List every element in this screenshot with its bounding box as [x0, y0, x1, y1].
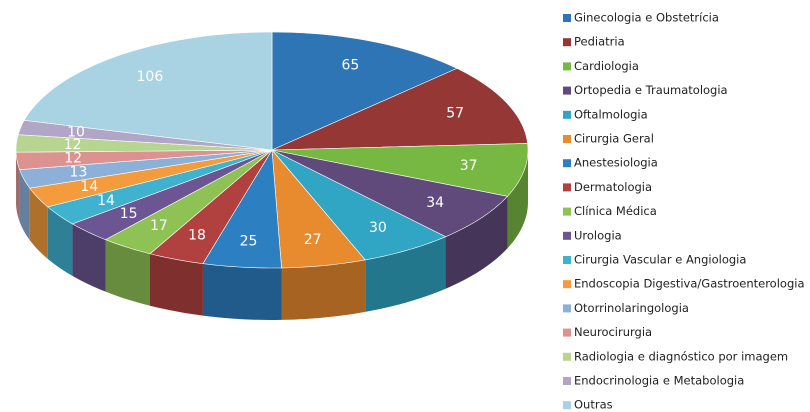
legend-swatch [563, 304, 571, 313]
legend-swatch [563, 231, 571, 240]
slice [149, 149, 273, 264]
legend-item: Dermatologia [563, 180, 652, 194]
legend-swatch [563, 14, 571, 22]
slice-side [365, 236, 446, 312]
slice [29, 149, 273, 208]
legend-item: Cirurgia Geral [563, 132, 654, 146]
legend-label: Urologia [574, 228, 622, 242]
legend-item: Urologia [563, 228, 622, 242]
legend-item: Neurocirurgia [563, 325, 652, 339]
legend-swatch [563, 256, 571, 264]
slice-side [19, 169, 30, 241]
legend-label: Cirurgia Vascular e Angiologia [574, 253, 746, 267]
data-label: 65 [342, 57, 360, 73]
legend-swatch [563, 328, 571, 337]
legend-label: Radiologia e diagnóstico por imagem [574, 349, 788, 363]
legend-swatch [563, 135, 571, 143]
legend-swatch [563, 183, 571, 192]
legend-item: Clínica Médica [563, 204, 657, 218]
data-label: 14 [80, 179, 98, 195]
legend-label: Endoscopia Digestiva/Gastroenterologia [574, 277, 805, 291]
data-label: 18 [188, 227, 206, 243]
slice [271, 143, 529, 197]
slice [19, 149, 273, 189]
data-label: 25 [240, 233, 258, 249]
data-label: 57 [446, 105, 464, 121]
legend-item: Endoscopia Digestiva/Gastroenterologia [563, 277, 805, 291]
data-label: 12 [64, 151, 82, 167]
legend-swatch [563, 62, 571, 71]
legend-item: Ortopedia e Traumatologia [563, 83, 728, 97]
legend-label: Oftalmologia [574, 107, 648, 121]
legend-swatch [563, 38, 571, 47]
legend-item: Pediatria [563, 35, 625, 49]
slice-side [202, 263, 282, 320]
legend-label: Ortopedia e Traumatologia [574, 83, 728, 97]
legend-swatch [563, 352, 571, 361]
legend-swatch [563, 401, 571, 410]
legend-swatch [563, 159, 571, 168]
legend-swatch [563, 86, 571, 95]
data-label: 12 [64, 137, 82, 153]
data-label: 13 [70, 165, 88, 181]
legend-label: Ginecologia e Obstetrícia [574, 11, 719, 25]
legend-label: Outras [574, 398, 613, 412]
slice [271, 31, 458, 151]
legend-item: Cirurgia Vascular e Angiologia [563, 253, 746, 267]
slice [202, 149, 282, 269]
slice-side [281, 259, 366, 320]
legend-item: Otorrinolaringologia [563, 301, 689, 315]
legend-item: Radiologia e diagnóstico por imagem [563, 349, 788, 363]
slice [15, 134, 273, 153]
data-label: 10 [67, 124, 85, 140]
data-label: 17 [150, 218, 168, 234]
slice [23, 31, 273, 151]
data-label: 14 [97, 193, 115, 209]
legend-item: Endocrinologia e Metabologia [563, 374, 744, 388]
legend-label: Pediatria [574, 35, 625, 49]
data-label: 27 [304, 232, 322, 248]
slice-side [105, 239, 151, 306]
data-label: 37 [460, 158, 478, 174]
slice [15, 149, 273, 171]
slice-side [47, 206, 73, 276]
legend-item: Anestesiologia [563, 156, 658, 170]
slice [271, 149, 509, 238]
slice-side [150, 253, 203, 316]
slice-side [445, 196, 508, 289]
legend-label: Endocrinologia e Metabologia [574, 374, 744, 388]
legend-label: Dermatologia [574, 180, 652, 194]
slice [271, 68, 528, 151]
legend-item: Cardiologia [563, 59, 639, 73]
legend-item: Outras [563, 398, 613, 412]
legend-label: Cirurgia Geral [574, 132, 654, 146]
legend-item: Ginecologia e Obstetrícia [563, 11, 719, 25]
data-label: 106 [137, 69, 164, 85]
legend-label: Cardiologia [574, 59, 639, 73]
legend-swatch [563, 110, 571, 119]
legend-swatch [563, 280, 571, 289]
data-label: 34 [426, 195, 444, 211]
slice-side [72, 223, 106, 292]
slice [271, 149, 366, 269]
slice [271, 149, 447, 261]
slice-side [507, 150, 528, 249]
legend-swatch [563, 377, 571, 385]
slice [104, 149, 273, 255]
legend-label: Neurocirurgia [574, 325, 652, 339]
slice-side [16, 152, 20, 222]
legend-label: Otorrinolaringologia [574, 301, 689, 315]
legend-label: Clínica Médica [574, 204, 657, 218]
legend-label: Anestesiologia [574, 156, 658, 170]
legend-swatch [563, 207, 571, 216]
legend-item: Oftalmologia [563, 107, 648, 121]
slice [47, 149, 273, 225]
slice-side [29, 188, 48, 259]
slice [71, 149, 273, 240]
data-label: 15 [120, 206, 138, 222]
data-label: 30 [369, 220, 387, 236]
